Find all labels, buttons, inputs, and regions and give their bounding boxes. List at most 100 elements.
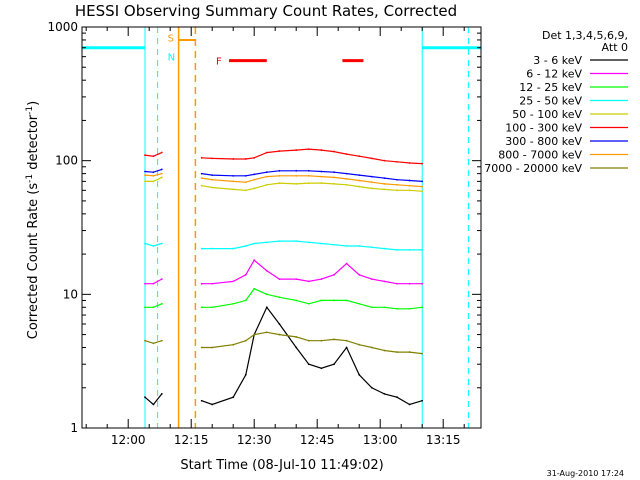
data-point bbox=[232, 302, 235, 305]
data-point bbox=[160, 176, 163, 179]
data-point bbox=[295, 278, 298, 281]
series-4 bbox=[144, 176, 424, 193]
legend-header-line2: Att 0 bbox=[602, 41, 628, 54]
data-point bbox=[244, 181, 247, 184]
data-point bbox=[345, 183, 348, 186]
data-point bbox=[278, 323, 281, 325]
series-line bbox=[201, 182, 423, 192]
data-point bbox=[152, 245, 155, 247]
data-point bbox=[295, 149, 298, 151]
y-tick-label: 10 bbox=[63, 287, 78, 301]
data-point bbox=[244, 273, 247, 276]
data-point bbox=[358, 185, 361, 188]
data-point bbox=[244, 373, 247, 376]
x-tick-label: 12:30 bbox=[237, 433, 272, 447]
data-point bbox=[358, 343, 361, 346]
data-point bbox=[396, 160, 398, 163]
data-point bbox=[358, 155, 361, 158]
data-point bbox=[396, 307, 398, 310]
data-point bbox=[278, 333, 281, 336]
x-axis-label: Start Time (08-Jul-10 11:49:02) bbox=[180, 458, 383, 473]
data-point bbox=[232, 247, 235, 250]
data-point bbox=[211, 306, 214, 309]
data-point bbox=[211, 282, 214, 285]
data-point bbox=[278, 296, 281, 299]
data-point bbox=[383, 280, 386, 283]
data-point bbox=[408, 282, 411, 285]
y-axis-label: Corrected Count Rate (s-1 detector-1) bbox=[25, 101, 41, 339]
data-point bbox=[320, 242, 323, 245]
data-point bbox=[333, 273, 335, 276]
data-point bbox=[333, 150, 335, 153]
data-point bbox=[408, 351, 411, 353]
data-point bbox=[370, 346, 373, 349]
legend-label: 25 - 50 keV bbox=[519, 95, 582, 108]
data-point bbox=[278, 278, 281, 281]
data-point bbox=[265, 171, 268, 174]
data-point bbox=[320, 175, 323, 178]
data-point bbox=[211, 346, 214, 349]
data-point bbox=[307, 339, 310, 342]
data-point bbox=[200, 184, 203, 187]
data-point bbox=[265, 331, 268, 334]
data-point bbox=[232, 158, 235, 160]
data-point bbox=[200, 247, 203, 250]
data-point bbox=[370, 386, 373, 389]
series-1 bbox=[144, 259, 424, 285]
data-point bbox=[144, 282, 146, 285]
data-point bbox=[152, 342, 155, 345]
data-point bbox=[370, 246, 373, 249]
legend-label: 12 - 25 keV bbox=[519, 81, 582, 94]
data-point bbox=[408, 189, 411, 192]
series-line bbox=[201, 259, 423, 285]
data-point bbox=[232, 396, 235, 399]
data-point bbox=[396, 248, 398, 251]
data-point bbox=[345, 178, 348, 180]
data-point bbox=[244, 158, 247, 160]
data-point bbox=[345, 262, 348, 265]
data-point bbox=[345, 153, 348, 155]
data-point bbox=[307, 280, 310, 283]
data-point bbox=[152, 174, 155, 177]
data-point bbox=[200, 156, 203, 159]
data-point bbox=[408, 248, 411, 251]
chart-title: HESSI Observing Summary Count Rates, Cor… bbox=[75, 2, 457, 20]
data-point bbox=[320, 299, 323, 302]
footer-timestamp: 31-Aug-2010 17:24 bbox=[547, 469, 624, 478]
x-tick-label: 12:45 bbox=[300, 433, 335, 447]
data-point bbox=[144, 396, 146, 399]
data-point bbox=[295, 346, 298, 349]
flag-overlays: SN F bbox=[82, 27, 481, 428]
data-point bbox=[396, 396, 398, 399]
data-point bbox=[253, 287, 256, 290]
data-point bbox=[408, 403, 411, 406]
data-point bbox=[396, 183, 398, 186]
data-point bbox=[244, 189, 247, 192]
data-point bbox=[396, 351, 398, 353]
legend-header-line1: Det 1,3,4,5,6,9, bbox=[542, 29, 628, 42]
series-6 bbox=[144, 168, 424, 183]
data-point bbox=[200, 172, 203, 175]
data-point bbox=[370, 157, 373, 160]
data-point bbox=[383, 183, 386, 185]
data-point bbox=[160, 168, 163, 171]
data-point bbox=[320, 182, 323, 184]
series-layer bbox=[144, 148, 424, 406]
data-point bbox=[421, 352, 424, 355]
data-point bbox=[295, 174, 298, 177]
data-point bbox=[370, 306, 373, 309]
y-axis-label-sup2: -1 bbox=[25, 106, 35, 115]
data-point bbox=[244, 299, 247, 302]
data-point bbox=[244, 245, 247, 247]
data-point bbox=[144, 170, 146, 173]
data-point bbox=[295, 336, 298, 338]
data-point bbox=[307, 174, 310, 177]
data-point bbox=[200, 306, 203, 309]
series-line bbox=[201, 306, 423, 406]
data-point bbox=[307, 148, 310, 151]
data-point bbox=[253, 259, 256, 262]
data-point bbox=[265, 269, 268, 272]
data-point bbox=[152, 180, 155, 183]
data-point bbox=[160, 151, 163, 154]
data-point bbox=[211, 247, 214, 250]
